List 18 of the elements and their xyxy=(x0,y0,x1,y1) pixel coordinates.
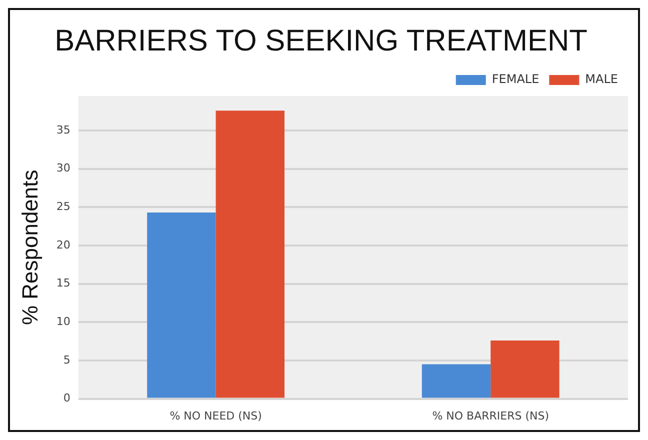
bar xyxy=(490,340,560,398)
y-tick-label: 5 xyxy=(63,353,70,366)
x-tick-label: % NO NEED (NS) xyxy=(170,409,262,422)
y-tick-label: 10 xyxy=(56,315,70,328)
chart-title: BARRIERS TO SEEKING TREATMENT xyxy=(54,24,588,58)
bar xyxy=(147,212,216,398)
bar xyxy=(422,364,491,398)
bar xyxy=(216,110,284,398)
y-tick-label: 15 xyxy=(56,276,70,290)
y-axis-title: % Respondents xyxy=(17,170,42,326)
y-tick-label: 25 xyxy=(56,200,70,214)
legend-label: FEMALE xyxy=(492,72,540,86)
y-tick-label: 30 xyxy=(56,162,70,175)
y-tick-label: 35 xyxy=(56,123,70,136)
legend-label: MALE xyxy=(585,72,618,86)
y-tick-label: 0 xyxy=(63,392,70,405)
x-tick-label: % NO BARRIERS (NS) xyxy=(432,409,550,422)
y-tick-label: 20 xyxy=(56,238,70,252)
